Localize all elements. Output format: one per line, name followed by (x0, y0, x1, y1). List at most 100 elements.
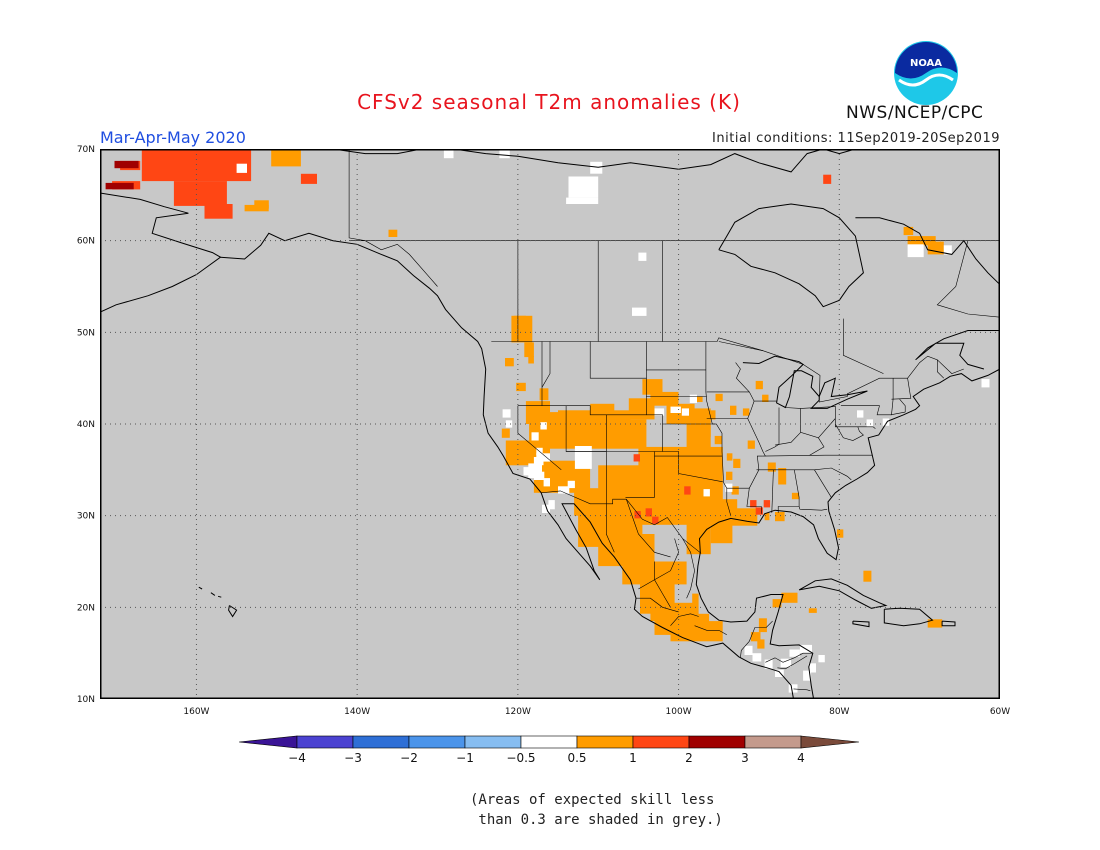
anomaly-cell (981, 379, 990, 388)
border-segment (937, 359, 964, 374)
noaa-logo: NOAA (894, 41, 958, 105)
anomaly-cell (531, 432, 539, 441)
anomaly-cell (943, 245, 952, 255)
colorbar-segment (464, 735, 522, 749)
lon-tick-label: 140W (344, 707, 370, 717)
lat-tick-label: 20N (77, 603, 95, 613)
coastline-segment (198, 586, 203, 590)
anomaly-cell (501, 428, 510, 438)
anomaly-cell (775, 512, 785, 522)
anomaly-cell (523, 467, 530, 476)
anomaly-cell (542, 504, 550, 513)
anomaly-cell (715, 393, 723, 402)
border-segment (735, 362, 750, 393)
anomaly-cell (730, 405, 737, 415)
border-segment (625, 451, 655, 498)
anomaly-cell (686, 515, 711, 555)
temperature-anomaly-map (100, 149, 1000, 699)
anomaly-cell (755, 380, 763, 390)
colorbar-high-triangle (800, 735, 860, 749)
anomaly-cell (750, 500, 757, 508)
anomaly-cell (775, 669, 784, 677)
border-segment (771, 469, 774, 513)
border-segment (765, 407, 780, 452)
anomaly-cell (758, 618, 767, 633)
color-bar: −4 −3 −2 −1 −0.5 0.5 1 2 3 4 (239, 735, 860, 765)
organization-label: NWS/NCEP/CPC (846, 103, 984, 123)
anomaly-cell (757, 639, 765, 649)
anomaly-cell (726, 453, 733, 461)
border-segment (606, 503, 615, 553)
anomaly-cell (114, 160, 139, 169)
anomaly-cell (857, 410, 864, 418)
coastline-segment (798, 578, 888, 609)
anomaly-cells (105, 149, 990, 693)
colorbar-segment (352, 735, 410, 749)
border-segment (705, 341, 732, 516)
lat-tick-label: 40N (77, 420, 95, 430)
anomaly-cell (789, 649, 800, 657)
anomaly-cell (726, 471, 733, 480)
lon-tick-label: 120W (505, 707, 531, 717)
anomaly-cell (781, 592, 798, 603)
noaa-logo-text: NOAA (910, 58, 942, 69)
anomaly-cell (244, 204, 269, 212)
anomaly-cell (744, 645, 753, 655)
colorbar-segment (744, 735, 802, 749)
border-segment (718, 341, 763, 351)
border-segment (654, 561, 671, 608)
border-segment (774, 418, 836, 446)
colorbar-tick-label: 1 (629, 751, 637, 765)
coastline-segment (228, 605, 238, 618)
lat-tick-label: 10N (77, 695, 95, 705)
map-title: CFSv2 seasonal T2m anomalies (K) (357, 90, 741, 114)
anomaly-cell (763, 500, 771, 508)
anomaly-cell (903, 226, 914, 236)
anomaly-cell (866, 419, 873, 427)
anomaly-cell (684, 486, 691, 495)
anomaly-cell (638, 252, 647, 261)
anomaly-cell (808, 663, 816, 673)
anomaly-cell (703, 489, 710, 497)
border-segment (899, 399, 906, 413)
border-segment (765, 652, 812, 663)
colorbar-segment (296, 735, 354, 749)
colorbar-segment (408, 735, 466, 749)
border-segment (891, 378, 912, 400)
border-segment (646, 414, 663, 452)
anomaly-cell (642, 379, 663, 395)
border-segment (682, 538, 695, 599)
border-segment (798, 506, 828, 511)
anomaly-cell (742, 408, 750, 416)
anomaly-cell (271, 149, 301, 167)
anomaly-cell (808, 608, 817, 613)
anomaly-cell (525, 401, 550, 424)
anomaly-cell (788, 684, 798, 693)
anomaly-cell (690, 408, 711, 437)
border-segment (694, 625, 727, 636)
anomaly-cell (692, 593, 699, 623)
initial-conditions-label: Initial conditions: 11Sep2019-20Sep2019 (712, 131, 1000, 146)
border-segment (800, 406, 836, 409)
anomaly-cell (105, 182, 134, 190)
anomaly-cell (633, 454, 640, 462)
anomaly-cell (499, 149, 510, 159)
anomaly-cell (632, 307, 647, 316)
colorbar-segment (688, 735, 746, 749)
colorbar-tick-label: 4 (797, 751, 805, 765)
anomaly-cell (702, 468, 709, 476)
anomaly-cell (654, 408, 665, 416)
anomaly-cell (733, 458, 741, 468)
anomaly-cell (566, 197, 599, 204)
border-segment (756, 467, 852, 481)
colorbar-tick-label: 0.5 (567, 751, 586, 765)
coastline-segment (695, 368, 1000, 699)
anomaly-cell (505, 420, 513, 428)
anomaly-cell (907, 244, 924, 258)
anomaly-cell (863, 570, 872, 582)
lon-tick-label: 160W (183, 707, 209, 717)
anomaly-cell (747, 440, 755, 449)
anomaly-cell (539, 388, 549, 401)
coastline-segment (915, 330, 1000, 370)
colorbar-tick-label: 2 (685, 751, 693, 765)
